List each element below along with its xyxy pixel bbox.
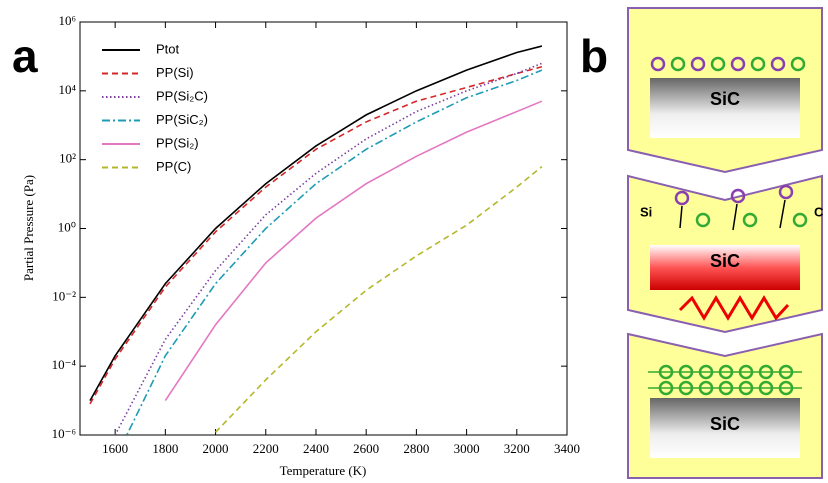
sic-label: SiC — [710, 414, 740, 434]
atom-label: Si — [640, 204, 652, 219]
panel-label: b — [580, 30, 608, 82]
x-tick-label: 3000 — [454, 441, 480, 456]
series-line — [89, 66, 543, 405]
series-line — [125, 69, 543, 435]
legend-label: PP(Si) — [156, 65, 194, 80]
x-tick-label: 2000 — [203, 441, 229, 456]
plot-frame — [79, 21, 568, 436]
sic-label: SiC — [710, 89, 740, 109]
atom-label: C — [814, 204, 824, 219]
series-line — [89, 45, 543, 401]
substrate — [650, 398, 800, 458]
x-tick-label: 2600 — [353, 441, 379, 456]
x-tick-label: 1600 — [102, 441, 128, 456]
y-tick-label: 10⁰ — [58, 219, 76, 234]
y-tick-label: 10² — [59, 151, 76, 166]
y-tick-label: 10⁻⁴ — [52, 357, 77, 372]
y-tick-label: 10⁶ — [58, 13, 76, 28]
legend-label: Ptot — [156, 41, 180, 56]
x-tick-label: 2800 — [403, 441, 429, 456]
legend-label: PP(Si₂) — [156, 135, 199, 150]
series-line — [114, 62, 543, 435]
x-tick-label: 3200 — [504, 441, 530, 456]
substrate — [650, 78, 800, 138]
atoms — [650, 56, 806, 72]
legend-label: PP(C) — [156, 159, 191, 174]
legend-label: PP(Si₂C) — [156, 88, 208, 103]
y-axis-title: Partial Pressure (Pa) — [21, 175, 36, 281]
x-tick-label: 2200 — [253, 441, 279, 456]
x-tick-label: 3400 — [554, 441, 580, 456]
x-tick-label: 1800 — [152, 441, 178, 456]
series-line — [164, 100, 543, 402]
substrate — [650, 245, 800, 290]
plot-lines — [89, 45, 543, 435]
legend-label: PP(SiC₂) — [156, 112, 208, 127]
y-tick-label: 10⁻² — [52, 288, 76, 303]
y-tick-label: 10⁴ — [58, 82, 76, 97]
y-tick-label: 10⁻⁶ — [52, 426, 76, 441]
panel-label: a — [12, 30, 38, 82]
graphene-layers — [648, 364, 802, 396]
atoms — [674, 184, 808, 321]
diagram: SiC SiC Si C SiC — [627, 7, 824, 479]
x-tick-label: 2400 — [303, 441, 329, 456]
sic-label: SiC — [710, 251, 740, 271]
series-line — [214, 165, 543, 433]
x-axis-title: Temperature (K) — [280, 463, 367, 478]
